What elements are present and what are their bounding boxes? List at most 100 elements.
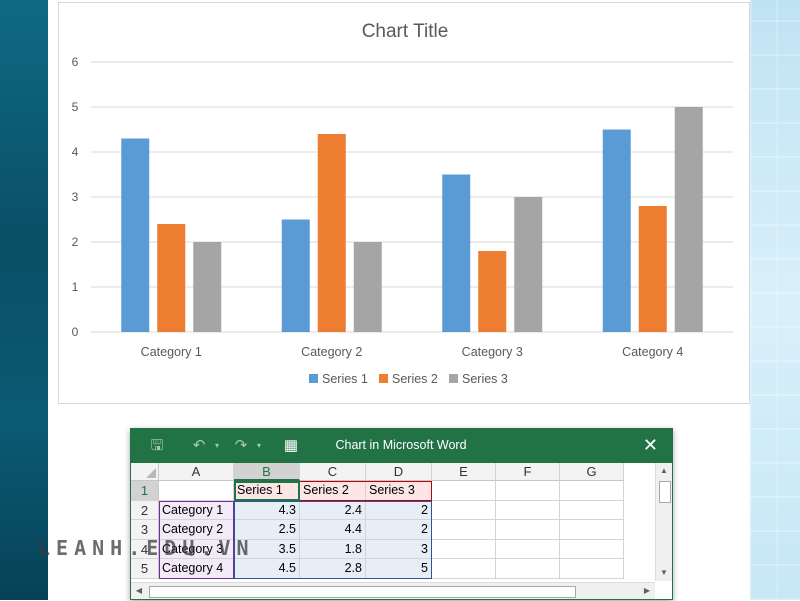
spreadsheet-grid[interactable]: A B C D E F G 1 Series 1 Series 2 Series 3 2 Categor… — [131, 463, 672, 601]
horizontal-scroll-thumb[interactable] — [149, 586, 576, 598]
x-category-label: Category 1 — [141, 345, 202, 359]
bar-chart[interactable]: Chart Title 0 1 2 3 4 5 6 Category 1 Category 2 Ca… — [59, 3, 751, 405]
column-header-b[interactable]: B — [234, 463, 300, 481]
legend-swatch — [379, 374, 388, 383]
row-header-4[interactable]: 4 — [131, 539, 159, 559]
cell-e3[interactable] — [432, 520, 496, 540]
cell-f4[interactable] — [496, 539, 560, 559]
legend-label: Series 3 — [462, 372, 508, 386]
cell-e5[interactable] — [432, 559, 496, 579]
redo-dropdown-icon[interactable]: ▾ — [256, 441, 261, 450]
column-header-c[interactable]: C — [300, 463, 366, 481]
background-left — [0, 0, 48, 600]
bar-series-3-category-3 — [514, 197, 543, 332]
y-tick-label: 5 — [72, 100, 79, 114]
cell-c5[interactable]: 2.8 — [300, 559, 366, 579]
cell-b1[interactable]: Series 1 — [234, 481, 300, 501]
bar-series-1-category-4 — [602, 129, 631, 332]
bar-series-2-category-1 — [157, 224, 186, 332]
legend-swatch — [309, 374, 318, 383]
undo-dropdown-icon[interactable]: ▾ — [214, 441, 219, 450]
bar-series-2-category-3 — [478, 251, 507, 332]
undo-icon[interactable]: ↶ — [192, 437, 206, 454]
y-tick-label: 0 — [72, 325, 79, 339]
cell-g1[interactable] — [560, 481, 624, 501]
cell-c4[interactable]: 1.8 — [300, 539, 366, 559]
scroll-down-icon[interactable]: ▼ — [660, 568, 668, 577]
bar-series-1-category-3 — [442, 174, 471, 332]
row-header-3[interactable]: 3 — [131, 520, 159, 540]
bar-series-3-category-2 — [353, 242, 382, 332]
cell-e4[interactable] — [432, 539, 496, 559]
cell-b2[interactable]: 4.3 — [234, 500, 300, 520]
cell-c1[interactable]: Series 2 — [300, 481, 366, 501]
chart-title: Chart Title — [362, 21, 449, 42]
cell-g2[interactable] — [560, 500, 624, 520]
legend-label: Series 2 — [392, 372, 438, 386]
cell-a2[interactable]: Category 1 — [159, 500, 234, 520]
cell-b3[interactable]: 2.5 — [234, 520, 300, 540]
bar-series-1-category-1 — [121, 138, 150, 332]
cell-d4[interactable]: 3 — [366, 539, 432, 559]
cell-d1[interactable]: Series 3 — [366, 481, 432, 501]
cell-e2[interactable] — [432, 500, 496, 520]
row-header-5[interactable]: 5 — [131, 559, 159, 579]
cell-b5[interactable]: 4.5 — [234, 559, 300, 579]
save-icon[interactable]: 🖫 — [150, 437, 164, 454]
excel-title-bar[interactable]: 🖫 ↶ ▾ ↷ ▾ ▦ Chart in Microsoft Word ✕ — [131, 429, 672, 463]
cell-d2[interactable]: 2 — [366, 500, 432, 520]
y-tick-label: 4 — [72, 145, 79, 159]
row-header-2[interactable]: 2 — [131, 500, 159, 520]
y-tick-label: 3 — [72, 190, 79, 204]
cell-a1[interactable] — [159, 481, 234, 501]
cell-e1[interactable] — [432, 481, 496, 501]
bar-series-2-category-2 — [317, 134, 346, 332]
cell-g3[interactable] — [560, 520, 624, 540]
row-header-1[interactable]: 1 — [131, 481, 159, 501]
bar-series-3-category-1 — [193, 242, 222, 332]
chart-area[interactable]: Chart Title 0 1 2 3 4 5 6 Category 1 Category 2 Ca… — [58, 2, 750, 404]
background-right — [750, 0, 800, 600]
cell-c2[interactable]: 2.4 — [300, 500, 366, 520]
vertical-scroll-thumb[interactable] — [659, 481, 671, 503]
cell-c3[interactable]: 4.4 — [300, 520, 366, 540]
x-category-label: Category 4 — [622, 345, 683, 359]
excel-window-title: Chart in Microsoft Word — [335, 438, 467, 452]
cell-g5[interactable] — [560, 559, 624, 579]
cell-f1[interactable] — [496, 481, 560, 501]
vertical-scrollbar[interactable]: ▲ ▼ — [655, 463, 672, 581]
cell-f2[interactable] — [496, 500, 560, 520]
x-category-label: Category 2 — [301, 345, 362, 359]
select-all-corner[interactable] — [131, 463, 159, 481]
scroll-up-icon[interactable]: ▲ — [660, 466, 668, 475]
cell-a5[interactable]: Category 4 — [159, 559, 234, 579]
cell-a3[interactable]: Category 2 — [159, 520, 234, 540]
cell-d5[interactable]: 5 — [366, 559, 432, 579]
column-header-f[interactable]: F — [496, 463, 560, 481]
x-category-label: Category 3 — [462, 345, 523, 359]
horizontal-scrollbar[interactable]: ◀ ▶ — [131, 582, 655, 599]
redo-icon[interactable]: ↷ — [234, 437, 248, 454]
y-tick-label: 1 — [72, 280, 79, 294]
bar-series-2-category-4 — [638, 206, 667, 332]
cell-f5[interactable] — [496, 559, 560, 579]
column-header-d[interactable]: D — [366, 463, 432, 481]
cell-a4[interactable]: Category 3 — [159, 539, 234, 559]
y-tick-label: 2 — [72, 235, 79, 249]
close-icon[interactable]: ✕ — [642, 435, 658, 455]
column-header-a[interactable]: A — [159, 463, 234, 481]
scroll-right-icon[interactable]: ▶ — [643, 586, 651, 595]
cell-b4[interactable]: 3.5 — [234, 539, 300, 559]
cell-f3[interactable] — [496, 520, 560, 540]
scroll-left-icon[interactable]: ◀ — [135, 586, 143, 595]
bar-series-1-category-2 — [281, 219, 310, 332]
cell-d3[interactable]: 2 — [366, 520, 432, 540]
edit-data-icon[interactable]: ▦ — [283, 437, 299, 454]
legend-label: Series 1 — [322, 372, 368, 386]
column-header-e[interactable]: E — [432, 463, 496, 481]
watermark: LEANH.EDU.VN — [38, 536, 255, 560]
bar-series-3-category-4 — [674, 107, 703, 332]
cell-g4[interactable] — [560, 539, 624, 559]
column-header-g[interactable]: G — [560, 463, 624, 481]
